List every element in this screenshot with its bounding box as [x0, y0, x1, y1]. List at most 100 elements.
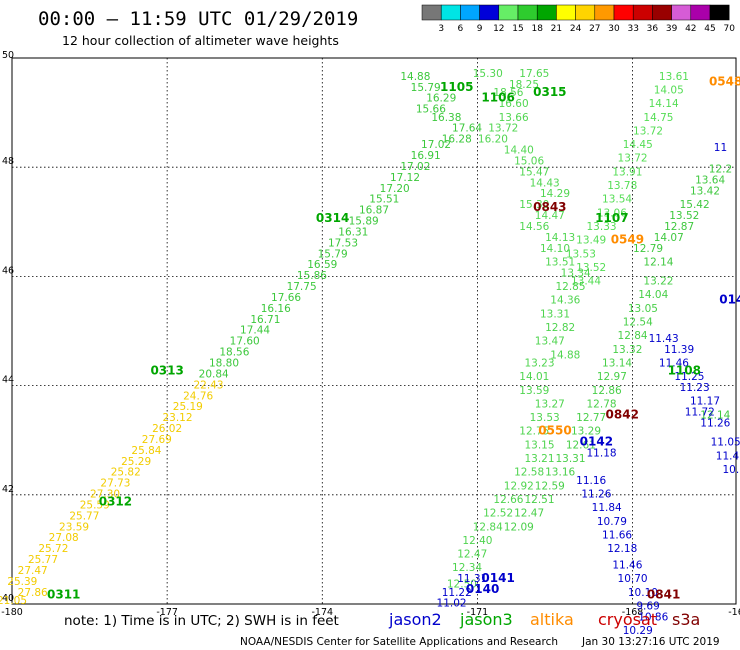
wave-height-value: 11.25	[674, 371, 704, 383]
colorbar-label: 12	[493, 24, 504, 34]
wave-height-value: 15.89	[349, 216, 379, 228]
wave-height-value: 27.73	[100, 478, 130, 490]
wave-height-value: 10.70	[618, 573, 648, 585]
wave-height-value: 13.54	[602, 194, 632, 206]
wave-height-value: 17.64	[452, 123, 482, 135]
colorbar-swatch	[690, 4, 711, 21]
wave-height-value: 13.72	[618, 153, 648, 165]
chart-title: 00:00 — 11:59 UTC 01/29/2019	[38, 8, 358, 30]
wave-height-value: 13.16	[545, 467, 575, 479]
wave-height-value: 17.75	[287, 281, 317, 293]
x-tick-label: -171	[467, 607, 489, 618]
colorbar-label: 39	[666, 24, 678, 34]
y-tick-label: 46	[2, 265, 14, 276]
colorbar-label: 18	[531, 24, 543, 34]
wave-height-value: 12.52	[483, 508, 513, 520]
grid-lines	[12, 58, 736, 604]
wave-height-value: 14.75	[643, 112, 673, 124]
wave-height-value: 15.42	[680, 199, 710, 211]
wave-height-value: 25.84	[131, 445, 161, 457]
colorbar-swatch	[671, 4, 692, 21]
wave-height-value: 11.39	[664, 344, 694, 356]
wave-height-value: 13.14	[602, 357, 632, 369]
pass-time-label: 0140	[466, 582, 499, 596]
wave-height-value: 12.59	[535, 480, 565, 492]
colorbar-swatch	[652, 4, 672, 21]
footnote: note: 1) Time is in UTC; 2) SWH is in fe…	[64, 613, 339, 629]
axis-tick-labels: -180 -177 -174 -171 -168 -16 40 42 44 46 48 50	[1, 50, 740, 618]
wave-height-value: 12.66	[493, 494, 523, 506]
wave-height-value: 14.43	[530, 177, 560, 189]
pass-time-label: 0548	[709, 74, 740, 88]
wave-height-value: 13.33	[587, 221, 617, 233]
colorbar-label: 27	[589, 24, 600, 34]
wave-height-value: 14.13	[545, 232, 575, 244]
wave-height-value: 21.05	[0, 595, 27, 607]
wave-height-value: 27.08	[49, 532, 79, 544]
colorbar-label: 21	[551, 24, 562, 34]
pass-time-label: 0143	[719, 293, 740, 307]
wave-height-value: 13.52	[669, 210, 699, 222]
wave-height-value: 11.16	[576, 475, 606, 487]
wave-height-value: 13.66	[499, 112, 529, 124]
pass-time-label: 0141	[481, 571, 514, 585]
colorbar-swatch	[536, 4, 557, 21]
pass-time-label: 0550	[538, 424, 571, 438]
wave-height-value: 12.79	[633, 243, 663, 255]
x-tick-label: -177	[156, 607, 178, 618]
wave-height-value: 15.66	[416, 104, 446, 116]
wave-height-value: 14.40	[504, 145, 534, 157]
pass-time-label: 0311	[47, 588, 80, 602]
wave-height-value: 16.29	[426, 93, 456, 105]
wave-height-value: 16.71	[250, 314, 280, 326]
wave-height-value: 16.38	[431, 112, 461, 124]
colorbar-swatch	[613, 4, 634, 21]
wave-height-value: 12.97	[597, 371, 627, 383]
wave-height-value: 26.02	[152, 423, 182, 435]
colorbar-swatch	[594, 4, 615, 21]
wave-height-value: 17.53	[328, 237, 358, 249]
wave-height-value: 13.78	[607, 180, 637, 192]
y-tick-label: 40	[2, 593, 14, 604]
legend-s3a: s3a	[672, 610, 700, 629]
wave-height-value: 11.66	[602, 529, 632, 541]
wave-height-value: 23.59	[59, 521, 89, 533]
wave-height-value: 13.27	[535, 398, 565, 410]
y-tick-label: 50	[2, 50, 14, 61]
wave-height-value: 16.20	[478, 134, 508, 146]
colorbar-label: 9	[477, 24, 483, 34]
wave-height-value: 13.06	[597, 207, 627, 219]
colorbar-swatch	[460, 4, 480, 21]
colorbar-swatch	[517, 4, 538, 21]
wave-height-value: 13.53	[530, 412, 560, 424]
wave-height-value: 16.16	[261, 303, 291, 315]
wave-height-value: 27.47	[18, 565, 48, 577]
wave-height-value: 17.44	[240, 325, 270, 337]
wave-height-value: 16.91	[411, 150, 441, 162]
legend-jason2: jason2	[388, 610, 442, 629]
wave-height-value: 13.44	[571, 276, 601, 288]
wave-height-value: 12.47	[514, 508, 544, 520]
wave-height-value: 27.69	[142, 434, 172, 446]
colorbar-label: 45	[704, 24, 715, 34]
colorbar-label: 6	[458, 24, 464, 34]
colorbar-label: 24	[570, 24, 582, 34]
wave-height-value: 13.34	[561, 267, 591, 279]
wave-height-value: 17.66	[271, 292, 301, 304]
wave-height-value: 12.54	[623, 317, 653, 329]
colorbar-label: 36	[647, 24, 659, 34]
pass-time-label: 0549	[611, 233, 644, 247]
wave-height-value: 24.76	[183, 390, 213, 402]
legend-cryosat: cryosat	[598, 610, 657, 629]
wave-height-value: 10.10	[628, 587, 658, 599]
pass-time-label: 0314	[316, 211, 349, 225]
wave-height-value: 12.14	[643, 256, 673, 268]
wave-height-value: 27.30	[90, 489, 120, 501]
wave-height-value: 13.31	[555, 453, 585, 465]
wave-height-value: 10.86	[638, 611, 668, 623]
pass-time-label: 0841	[647, 588, 680, 602]
colorbar-label: 42	[685, 24, 696, 34]
wave-height-value: 12.09	[504, 521, 534, 533]
wave-height-value: 11.47	[716, 450, 740, 462]
